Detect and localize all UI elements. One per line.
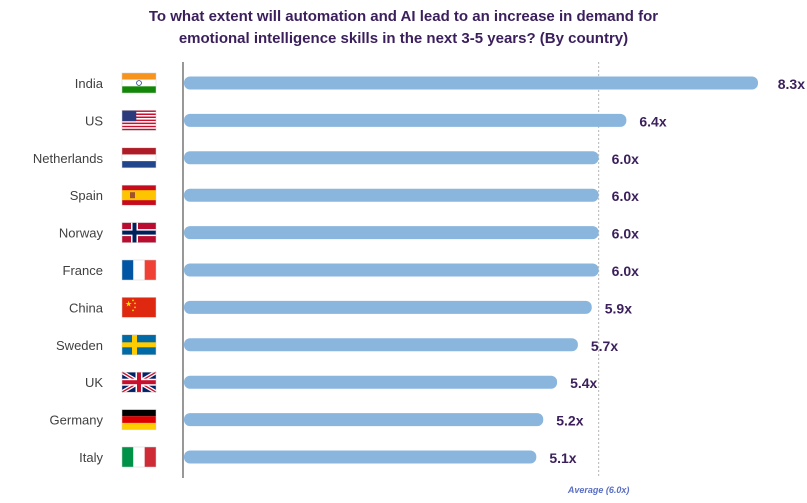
us-flag-icon xyxy=(121,110,157,131)
average-reference-label: Average (6.0x) xyxy=(567,485,630,495)
category-label: Norway xyxy=(59,226,104,241)
data-label: 5.9x xyxy=(605,300,632,316)
category-label: India xyxy=(75,76,104,91)
china-flag-icon: ★ xyxy=(121,297,157,318)
data-label: 6.4x xyxy=(639,113,666,129)
bar xyxy=(184,338,578,352)
spain-flag-icon xyxy=(121,184,157,206)
bar xyxy=(184,263,599,277)
category-label: Germany xyxy=(50,413,104,428)
category-label: Netherlands xyxy=(33,151,104,166)
sweden-flag-icon xyxy=(121,334,157,356)
india-flag-icon xyxy=(121,72,157,94)
bar xyxy=(184,76,758,90)
category-label: UK xyxy=(85,375,103,390)
svg-text:★: ★ xyxy=(125,299,132,308)
bar xyxy=(184,188,599,202)
data-label: 5.1x xyxy=(549,450,576,466)
france-flag-icon xyxy=(121,259,157,281)
data-label: 8.3x xyxy=(778,76,805,92)
data-label: 6.0x xyxy=(612,188,639,204)
category-label: Sweden xyxy=(56,338,103,353)
germany-flag-icon xyxy=(121,409,157,430)
bar xyxy=(184,113,627,127)
bar xyxy=(184,413,544,427)
data-label: 5.2x xyxy=(556,413,583,429)
norway-flag-icon xyxy=(121,222,157,243)
bar xyxy=(184,226,599,240)
data-label: 5.7x xyxy=(591,338,618,354)
netherlands-flag-icon xyxy=(121,147,157,169)
chart-title-line-1: To what extent will automation and AI le… xyxy=(148,8,659,25)
category-label: Italy xyxy=(79,450,103,465)
data-label: 5.4x xyxy=(570,375,597,391)
bar xyxy=(184,151,599,165)
category-label: Spain xyxy=(70,188,103,203)
category-label: China xyxy=(69,300,104,315)
data-label: 6.0x xyxy=(612,263,639,279)
uk-flag-icon xyxy=(120,370,158,394)
bar xyxy=(184,375,558,389)
category-label: US xyxy=(85,113,103,128)
bar xyxy=(184,450,537,464)
data-label: 6.0x xyxy=(612,226,639,242)
bar xyxy=(184,300,592,314)
chart-title-line-2: emotional intelligence skills in the nex… xyxy=(178,30,629,47)
chart-title: To what extent will automation and AI le… xyxy=(0,6,807,50)
italy-flag-icon xyxy=(121,446,157,468)
category-label: France xyxy=(63,263,103,278)
data-label: 6.0x xyxy=(612,151,639,167)
